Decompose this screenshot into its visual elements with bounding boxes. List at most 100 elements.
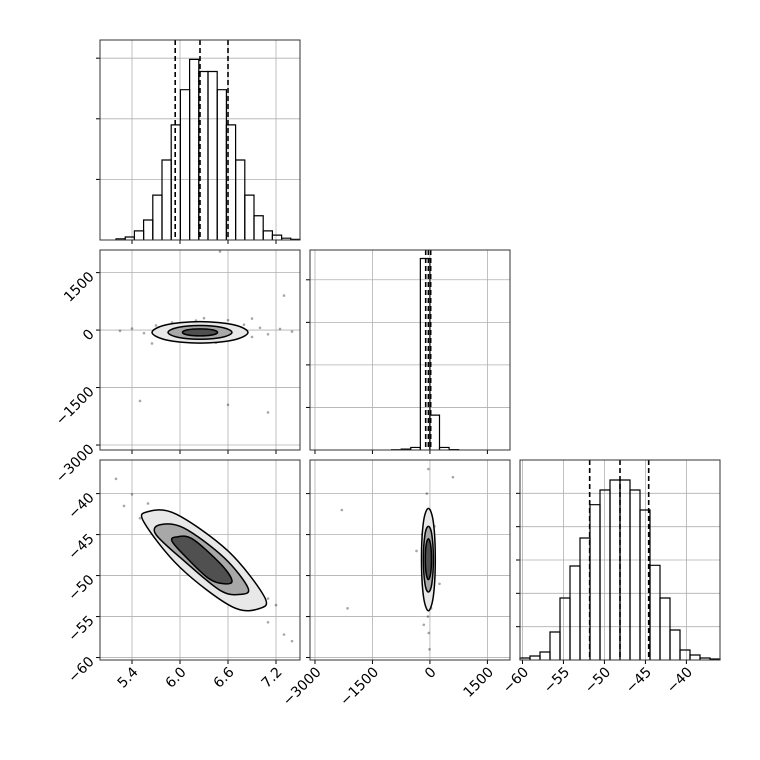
x-tick-label: 5.4 [115, 664, 142, 691]
histogram-bin [207, 70, 218, 240]
point [415, 549, 418, 553]
point [282, 294, 286, 297]
point [274, 603, 278, 607]
point [114, 477, 118, 481]
panel-frame [99, 39, 301, 241]
point [250, 317, 254, 320]
scatter-layer [340, 467, 455, 651]
point [266, 597, 270, 600]
point [130, 493, 134, 496]
histogram-bin [579, 537, 591, 660]
y-tick-label: 1500 [61, 269, 98, 306]
point [427, 467, 430, 471]
point [340, 508, 344, 512]
y-tick-label: −60 [65, 654, 97, 686]
x-tick-label: 6.6 [211, 664, 238, 691]
histogram-bin [170, 124, 181, 240]
panel-frame [309, 249, 511, 451]
histogram-bin [529, 655, 541, 660]
scatter-layer [114, 477, 294, 643]
point [422, 623, 426, 627]
y-tick-label: −1500 [53, 384, 98, 429]
point [266, 332, 270, 336]
point [218, 250, 222, 253]
x-tick-label: 7.2 [259, 664, 286, 691]
point [278, 327, 282, 331]
histogram-bin [609, 479, 621, 660]
x-tick-label: −3000 [280, 664, 325, 709]
histogram-bin [429, 414, 441, 450]
point [258, 326, 262, 330]
scatter-layer [118, 250, 294, 414]
point [138, 516, 142, 520]
histogram-bin [539, 651, 551, 660]
histogram-bin [133, 230, 145, 240]
panel-frame [99, 249, 301, 451]
histogram-bin [549, 631, 561, 660]
point [427, 631, 431, 635]
histogram-bin [689, 654, 701, 660]
point [242, 323, 246, 327]
x-tick-label: 0 [422, 664, 440, 682]
point [142, 331, 146, 335]
x-tick-label: −1500 [337, 664, 382, 709]
point [290, 639, 294, 643]
point [266, 620, 270, 624]
panel-frame [309, 459, 511, 661]
histogram-bin [189, 58, 200, 240]
histogram-bin [438, 446, 450, 450]
panel-frame [99, 459, 301, 661]
histogram-bin [599, 489, 611, 660]
point [438, 582, 441, 586]
point [138, 399, 142, 403]
histogram-bin [589, 504, 601, 660]
histogram-bin [669, 629, 681, 660]
point [118, 329, 122, 333]
y-tick-label: −45 [65, 531, 97, 563]
point [425, 492, 429, 495]
y-tick-label: −50 [65, 572, 97, 604]
contour [181, 328, 219, 337]
contour [170, 535, 233, 585]
point [451, 475, 455, 479]
point [282, 633, 286, 636]
y-tick-label: −40 [65, 490, 97, 522]
histogram-bin [559, 597, 571, 660]
y-tick-label: −55 [65, 613, 97, 645]
histogram-bin [179, 89, 191, 240]
contour [424, 537, 433, 581]
point [266, 411, 270, 414]
x-tick-label: −60 [500, 664, 532, 696]
point [154, 324, 158, 327]
histogram-bin [152, 194, 163, 240]
point [202, 316, 206, 320]
point [122, 504, 126, 508]
histogram-bin [649, 564, 661, 660]
histogram-bin [235, 159, 246, 240]
point [146, 502, 150, 505]
point [290, 330, 294, 333]
histogram-bin [679, 649, 691, 660]
point [428, 648, 431, 651]
histogram-bin [659, 597, 671, 660]
histogram-bin [262, 230, 273, 240]
point [250, 335, 254, 339]
x-tick-label: −50 [582, 664, 614, 696]
point [346, 607, 349, 610]
histogram-bin [253, 215, 264, 240]
panel-frame [519, 459, 721, 661]
x-tick-label: −55 [541, 664, 573, 696]
point [130, 327, 134, 330]
histogram-bin [271, 234, 283, 240]
point [226, 403, 230, 407]
histogram-bin [244, 194, 255, 240]
x-tick-label: 6.0 [163, 664, 190, 691]
y-tick-label: −3000 [53, 441, 98, 486]
histogram-bin [619, 479, 631, 660]
histogram-bin [161, 159, 172, 240]
histogram-bin [629, 489, 641, 660]
point [426, 615, 430, 618]
x-tick-label: −45 [623, 664, 655, 696]
